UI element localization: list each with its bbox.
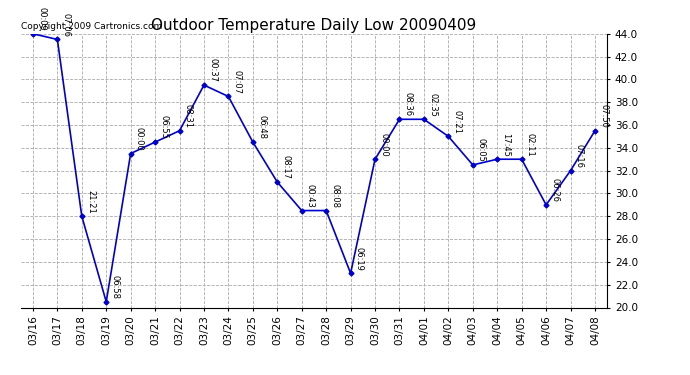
- Text: 02:11: 02:11: [526, 133, 535, 156]
- Text: 00:00: 00:00: [380, 133, 388, 156]
- Title: Outdoor Temperature Daily Low 20090409: Outdoor Temperature Daily Low 20090409: [151, 18, 477, 33]
- Text: 00:43: 00:43: [306, 184, 315, 208]
- Text: Copyright 2009 Cartronics.com: Copyright 2009 Cartronics.com: [21, 22, 163, 31]
- Text: 17:45: 17:45: [502, 133, 511, 156]
- Text: 07:16: 07:16: [575, 144, 584, 168]
- Text: 00:09: 00:09: [37, 7, 46, 31]
- Text: 06:55: 06:55: [159, 116, 168, 140]
- Text: 00:37: 00:37: [208, 58, 217, 82]
- Text: 08:36: 08:36: [404, 92, 413, 117]
- Text: 06:48: 06:48: [257, 116, 266, 140]
- Text: 00:00: 00:00: [135, 127, 144, 151]
- Text: 06:58: 06:58: [110, 275, 119, 299]
- Text: 08:08: 08:08: [331, 184, 339, 208]
- Text: 07:06: 07:06: [61, 13, 70, 37]
- Text: 06:19: 06:19: [355, 247, 364, 270]
- Text: 07:21: 07:21: [453, 110, 462, 134]
- Text: 08:17: 08:17: [282, 155, 290, 179]
- Text: 02:35: 02:35: [428, 93, 437, 117]
- Text: 06:26: 06:26: [550, 178, 560, 202]
- Text: 07:50: 07:50: [599, 104, 608, 128]
- Text: 06:05: 06:05: [477, 138, 486, 162]
- Text: 07:07: 07:07: [233, 70, 241, 94]
- Text: 08:31: 08:31: [184, 104, 193, 128]
- Text: 21:21: 21:21: [86, 190, 95, 213]
